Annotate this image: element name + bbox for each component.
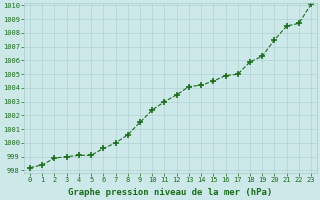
X-axis label: Graphe pression niveau de la mer (hPa): Graphe pression niveau de la mer (hPa) bbox=[68, 188, 273, 197]
